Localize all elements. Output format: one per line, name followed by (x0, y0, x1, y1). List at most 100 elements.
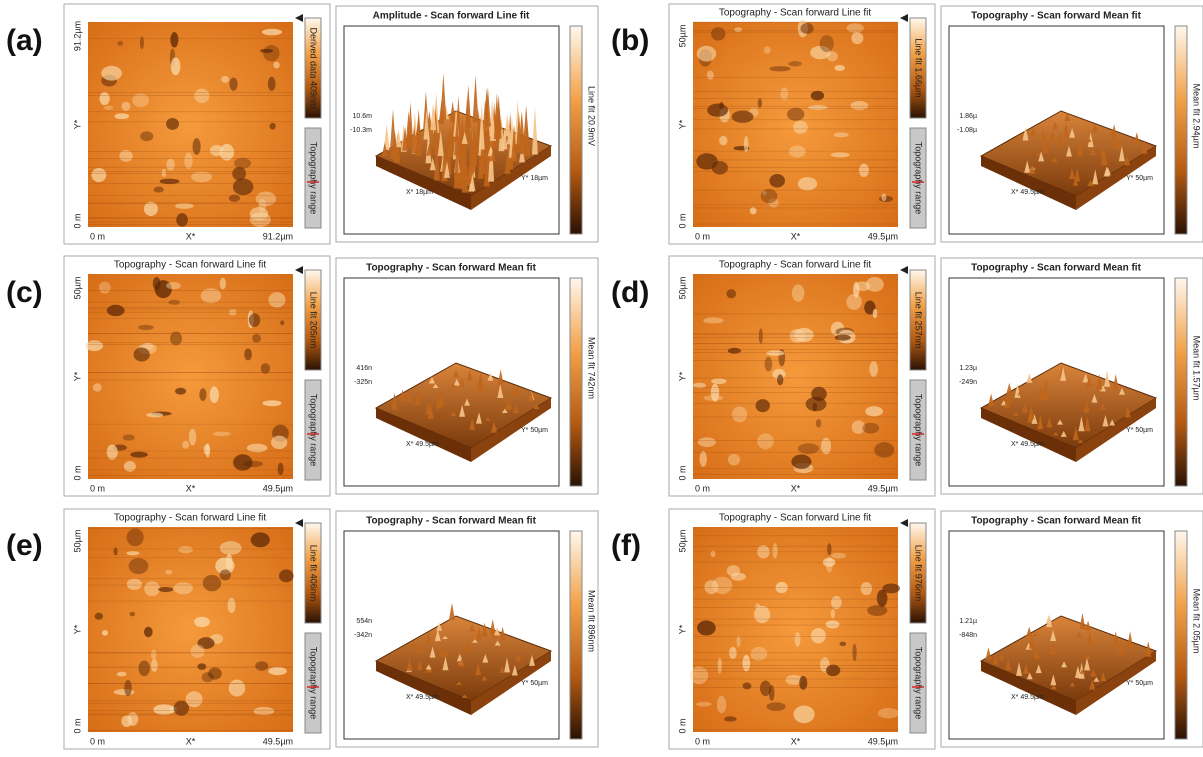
texture-spot (811, 387, 827, 401)
texture-spot (175, 388, 186, 395)
texture-spot (127, 578, 142, 589)
texture-spot (862, 423, 879, 434)
view3d-title: Topography - Scan forward Mean fit (971, 516, 1141, 527)
texture-spot (205, 443, 209, 457)
texture-spot (734, 27, 742, 32)
texture-spot (827, 543, 831, 555)
y-axis-label: 0 m (677, 213, 687, 228)
texture-spot (867, 605, 887, 616)
colorbar-3d (1175, 278, 1187, 486)
texture-spot (791, 455, 811, 469)
texture-spot (846, 294, 862, 310)
texture-spot (744, 136, 749, 153)
texture-spot (769, 174, 785, 187)
panel-label: (f) (611, 529, 641, 562)
texture-spot (811, 628, 826, 643)
panel-label: (d) (611, 276, 649, 309)
texture-spot (760, 681, 771, 697)
z-label: 10.6m (353, 113, 373, 120)
texture-spot (104, 106, 114, 110)
texture-spot (199, 388, 206, 401)
y-axis-label: 0 m (677, 465, 687, 480)
texture-spot (270, 123, 276, 130)
texture-spot (704, 580, 718, 594)
texture-spot (788, 61, 802, 66)
y-axis-label: 0 m (72, 213, 82, 228)
texture-spot (86, 340, 104, 351)
texture-spot (194, 617, 210, 627)
texture-spot (831, 152, 850, 157)
colorbar-3d-label: Mean fit 2.05µm (1192, 589, 1202, 654)
y-axis-label: Y* (72, 624, 82, 634)
texture-spot (99, 281, 111, 293)
texture-spot (139, 660, 150, 676)
colorbar-3d (1175, 26, 1187, 234)
texture-spot (793, 706, 814, 724)
texture-spot (99, 92, 109, 105)
texture-spot (249, 313, 260, 327)
range-label: Topography range (914, 647, 924, 720)
texture-spot (881, 193, 886, 201)
texture-spot (847, 23, 864, 33)
x3d-label: X* 49.5µm (406, 694, 439, 701)
y3d-label: Y* 50µm (521, 680, 548, 687)
texture-spot (130, 612, 136, 617)
panel-label: (e) (6, 529, 43, 562)
z-label: 1.23µ (959, 365, 977, 372)
texture-spot (757, 433, 774, 449)
texture-spot (127, 528, 144, 546)
texture-spot (851, 32, 863, 44)
texture-spot (789, 145, 806, 157)
x3d-label: X* 49.5µm (1011, 441, 1044, 448)
y3d-label: Y* 50µm (521, 427, 548, 434)
texture-spot (865, 406, 883, 416)
view3d-title: Topography - Scan forward Mean fit (971, 263, 1141, 274)
x-axis-label: X* (186, 736, 196, 746)
y3d-label: Y* 50µm (1126, 680, 1153, 687)
texture-spot (820, 35, 834, 52)
texture-spot (220, 278, 226, 290)
texture-spot (882, 583, 900, 593)
y-axis-label: 50µm (72, 530, 82, 553)
x-axis-label: 49.5µm (263, 736, 293, 746)
x-axis-label: X* (791, 483, 801, 493)
x-axis-label: X* (186, 483, 196, 493)
texture-spot (743, 683, 752, 690)
panel-label: (a) (6, 24, 43, 57)
texture-spot (795, 632, 801, 647)
texture-spot (751, 647, 768, 661)
texture-spot (229, 195, 240, 202)
y-axis-label: 50µm (677, 277, 687, 300)
texture-spot (834, 132, 849, 137)
x3d-label: X* 49.5µm (406, 441, 439, 448)
texture-spot (280, 320, 284, 325)
x-axis-label: 0 m (695, 736, 710, 746)
texture-spot (91, 168, 106, 182)
texture-spot (170, 32, 178, 47)
texture-spot (772, 543, 777, 559)
texture-spot (146, 413, 163, 418)
texture-spot (166, 118, 179, 130)
texture-spot (697, 620, 716, 635)
texture-spot (765, 357, 773, 372)
y-axis-label: 50µm (72, 277, 82, 300)
texture-spot (268, 667, 286, 675)
texture-spot (213, 432, 231, 436)
texture-spot (690, 666, 709, 684)
x-axis-label: 49.5µm (868, 231, 898, 241)
range-label: Topography range (914, 394, 924, 467)
z-label: 1.21µ (959, 618, 977, 625)
texture-spot (130, 452, 148, 458)
texture-spot (129, 558, 149, 574)
x-axis-label: 49.5µm (868, 736, 898, 746)
texture-spot (742, 655, 750, 672)
image-title: Topography - Scan forward Line fit (114, 513, 267, 524)
texture-spot (766, 350, 784, 355)
texture-spot (756, 399, 770, 412)
colorbar-label: Line fit 1.66µm (914, 38, 924, 97)
x-axis-label: 0 m (695, 231, 710, 241)
y-axis-label: 91.2µm (72, 21, 82, 51)
texture-spot (151, 659, 158, 672)
texture-spot (792, 284, 804, 301)
texture-spot (123, 434, 135, 440)
